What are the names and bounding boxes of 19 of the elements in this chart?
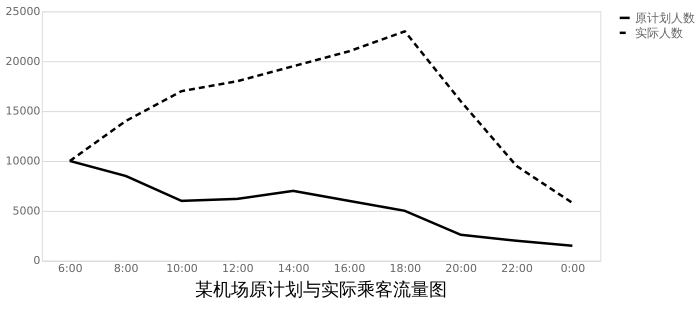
legend-label: 原计划人数 (635, 10, 696, 25)
y-tick-label: 0 (33, 254, 40, 268)
x-tick-label: 18:00 (390, 262, 422, 276)
x-tick-label: 12:00 (222, 262, 254, 276)
x-tick-label: 22:00 (501, 262, 533, 276)
y-tick-label: 25000 (6, 4, 40, 18)
y-tick-label: 5000 (12, 204, 40, 218)
y-tick-label: 15000 (6, 104, 40, 118)
x-tick-label: 0:00 (560, 262, 586, 276)
x-tick-label: 10:00 (166, 262, 198, 276)
x-tick-label: 20:00 (445, 262, 477, 276)
x-tick-label: 6:00 (58, 262, 83, 276)
y-tick-label: 10000 (6, 154, 40, 168)
text: 某机场原计划与实际乘客流量图 (195, 280, 448, 301)
x-tick-label: 14:00 (278, 262, 310, 276)
y-tick-label: 20000 (6, 54, 40, 68)
legend-label: 实际人数 (635, 26, 684, 40)
x-tick-label: 8:00 (114, 262, 138, 276)
x-tick-label: 16:00 (334, 262, 366, 276)
